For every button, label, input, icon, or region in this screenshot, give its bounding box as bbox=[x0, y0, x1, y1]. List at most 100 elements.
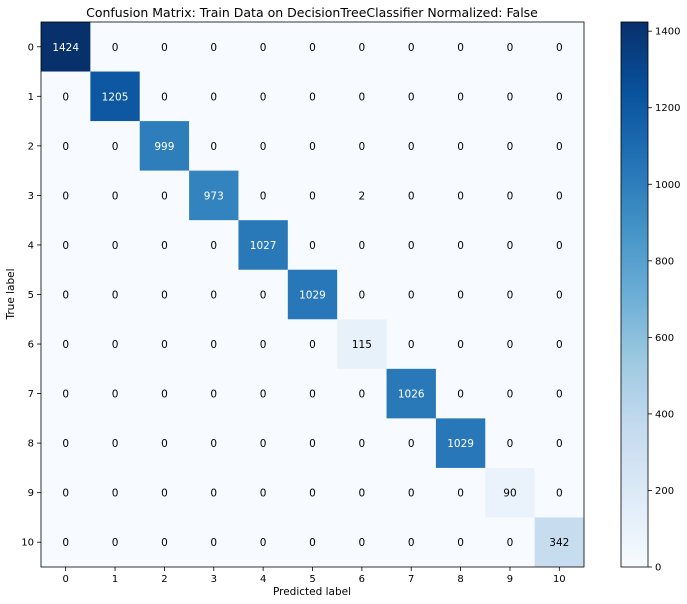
heatmap-cell bbox=[485, 170, 535, 221]
heatmap-cell bbox=[139, 269, 190, 320]
x-tick-label: 8 bbox=[457, 574, 463, 585]
cell-value-label: 0 bbox=[161, 91, 168, 103]
x-tick-label: 0 bbox=[62, 574, 68, 585]
cell-value-label: 0 bbox=[112, 240, 119, 252]
cell-value-label: 0 bbox=[507, 42, 514, 54]
heatmap-cell bbox=[534, 269, 585, 320]
cell-value-label: 0 bbox=[210, 339, 217, 351]
heatmap-cell bbox=[238, 220, 289, 271]
cell-value-label: 0 bbox=[62, 339, 69, 351]
heatmap-cell bbox=[337, 269, 387, 320]
cell-value-label: 0 bbox=[161, 190, 168, 202]
heatmap-cell bbox=[189, 368, 239, 419]
heatmap-cell bbox=[337, 418, 387, 469]
heatmap-cell bbox=[41, 220, 91, 271]
y-tick-label: 2 bbox=[28, 141, 34, 152]
cell-value-label: 0 bbox=[260, 488, 267, 500]
y-tick-label: 8 bbox=[28, 439, 34, 450]
heatmap-cell bbox=[485, 418, 535, 469]
cell-value-label: 0 bbox=[408, 339, 415, 351]
cell-value-label: 1027 bbox=[250, 240, 277, 252]
x-tick-label: 1 bbox=[112, 574, 118, 585]
cell-value-label: 0 bbox=[507, 290, 514, 302]
heatmap-cell bbox=[41, 467, 91, 518]
colorbar-tick-label: 1200 bbox=[655, 103, 680, 114]
heatmap-cell bbox=[386, 319, 437, 370]
cell-value-label: 0 bbox=[309, 91, 316, 103]
heatmap-cell bbox=[386, 467, 437, 518]
heatmap-cell bbox=[287, 121, 338, 171]
cell-value-label: 0 bbox=[408, 141, 415, 153]
cell-value-label: 0 bbox=[112, 537, 119, 549]
cell-value-label: 0 bbox=[112, 339, 119, 351]
heatmap-cell bbox=[337, 517, 387, 568]
heatmap-cell bbox=[386, 71, 437, 122]
cell-value-label: 0 bbox=[161, 290, 168, 302]
heatmap-cell bbox=[287, 170, 338, 221]
colorbar-axis: 0 200 400 600 800 1000 1200 1400 bbox=[648, 27, 680, 574]
cell-value-label: 0 bbox=[359, 488, 366, 500]
heatmap-cell bbox=[287, 71, 338, 122]
cell-value-label: 0 bbox=[260, 42, 267, 54]
y-axis: 0 1 2 3 4 5 6 7 8 9 10 bbox=[21, 42, 41, 549]
heatmap-cell bbox=[90, 220, 141, 271]
heatmap-cell bbox=[386, 418, 437, 469]
cell-value-label: 0 bbox=[260, 91, 267, 103]
cell-value-label: 0 bbox=[260, 339, 267, 351]
x-tick-label: 4 bbox=[260, 574, 266, 585]
cell-value-label: 115 bbox=[352, 339, 372, 351]
cell-value-label: 0 bbox=[309, 141, 316, 153]
cell-value-label: 0 bbox=[112, 290, 119, 302]
heatmap-cell bbox=[485, 517, 535, 568]
heatmap-cell bbox=[139, 71, 190, 122]
heatmap-cell bbox=[534, 467, 585, 518]
cell-value-label: 0 bbox=[556, 339, 563, 351]
x-axis-label: Predicted label bbox=[273, 586, 351, 598]
cell-value-label: 0 bbox=[408, 240, 415, 252]
colorbar-tick-label: 200 bbox=[655, 486, 674, 497]
cell-value-label: 342 bbox=[549, 537, 569, 549]
cell-value-label: 0 bbox=[161, 488, 168, 500]
cell-value-label: 0 bbox=[309, 240, 316, 252]
heatmap-cell bbox=[90, 517, 141, 568]
cell-value-label: 0 bbox=[62, 240, 69, 252]
heatmap-cell bbox=[238, 71, 289, 122]
cell-value-label: 1029 bbox=[299, 290, 326, 302]
cell-value-label: 0 bbox=[112, 389, 119, 401]
heatmap-cell bbox=[435, 71, 486, 122]
cell-value-label: 0 bbox=[62, 488, 69, 500]
cell-value-label: 0 bbox=[457, 190, 464, 202]
cell-value-label: 0 bbox=[507, 91, 514, 103]
cell-value-label: 0 bbox=[359, 42, 366, 54]
heatmap-cell bbox=[139, 220, 190, 271]
cell-value-label: 0 bbox=[408, 91, 415, 103]
heatmap-cell bbox=[534, 517, 585, 568]
x-axis: 0 1 2 3 4 5 6 7 8 9 10 bbox=[62, 567, 566, 585]
cell-value-label: 0 bbox=[309, 42, 316, 54]
cell-value-label: 0 bbox=[408, 438, 415, 450]
cell-value-label: 0 bbox=[260, 190, 267, 202]
heatmap-cell bbox=[238, 121, 289, 171]
heatmap-cell bbox=[435, 22, 486, 72]
cell-value-label: 0 bbox=[457, 339, 464, 351]
cell-value-label: 0 bbox=[260, 537, 267, 549]
cell-value-label: 0 bbox=[457, 91, 464, 103]
heatmap-cell bbox=[337, 71, 387, 122]
heatmap-cell bbox=[435, 467, 486, 518]
colorbar-tick-label: 400 bbox=[655, 409, 674, 420]
heatmap-cell bbox=[238, 467, 289, 518]
cell-value-label: 0 bbox=[359, 91, 366, 103]
heatmap-cell bbox=[534, 22, 585, 72]
heatmap-cell bbox=[534, 170, 585, 221]
cell-value-label: 0 bbox=[457, 537, 464, 549]
cell-value-label: 0 bbox=[260, 290, 267, 302]
heatmap-cell bbox=[189, 121, 239, 171]
cell-value-label: 0 bbox=[507, 389, 514, 401]
x-tick-label: 9 bbox=[507, 574, 513, 585]
heatmap-cell bbox=[534, 418, 585, 469]
cell-value-label: 0 bbox=[112, 438, 119, 450]
cell-value-label: 0 bbox=[62, 438, 69, 450]
cell-value-label: 0 bbox=[408, 537, 415, 549]
heatmap-cell bbox=[90, 269, 141, 320]
heatmap-cell bbox=[435, 368, 486, 419]
